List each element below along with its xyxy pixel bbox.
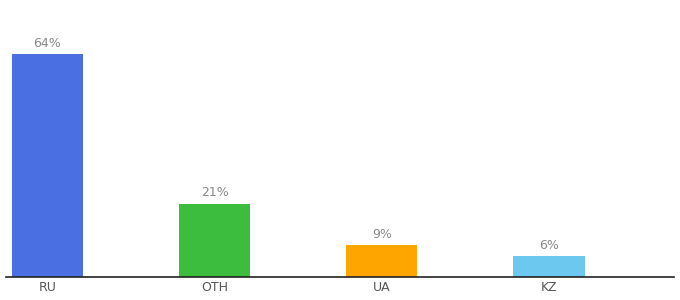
Text: 6%: 6% <box>539 238 559 252</box>
Text: 9%: 9% <box>372 228 392 241</box>
Bar <box>346 245 418 277</box>
Bar <box>12 54 83 277</box>
Bar <box>513 256 585 277</box>
Bar <box>179 204 250 277</box>
Text: 64%: 64% <box>33 37 61 50</box>
Text: 21%: 21% <box>201 186 228 200</box>
